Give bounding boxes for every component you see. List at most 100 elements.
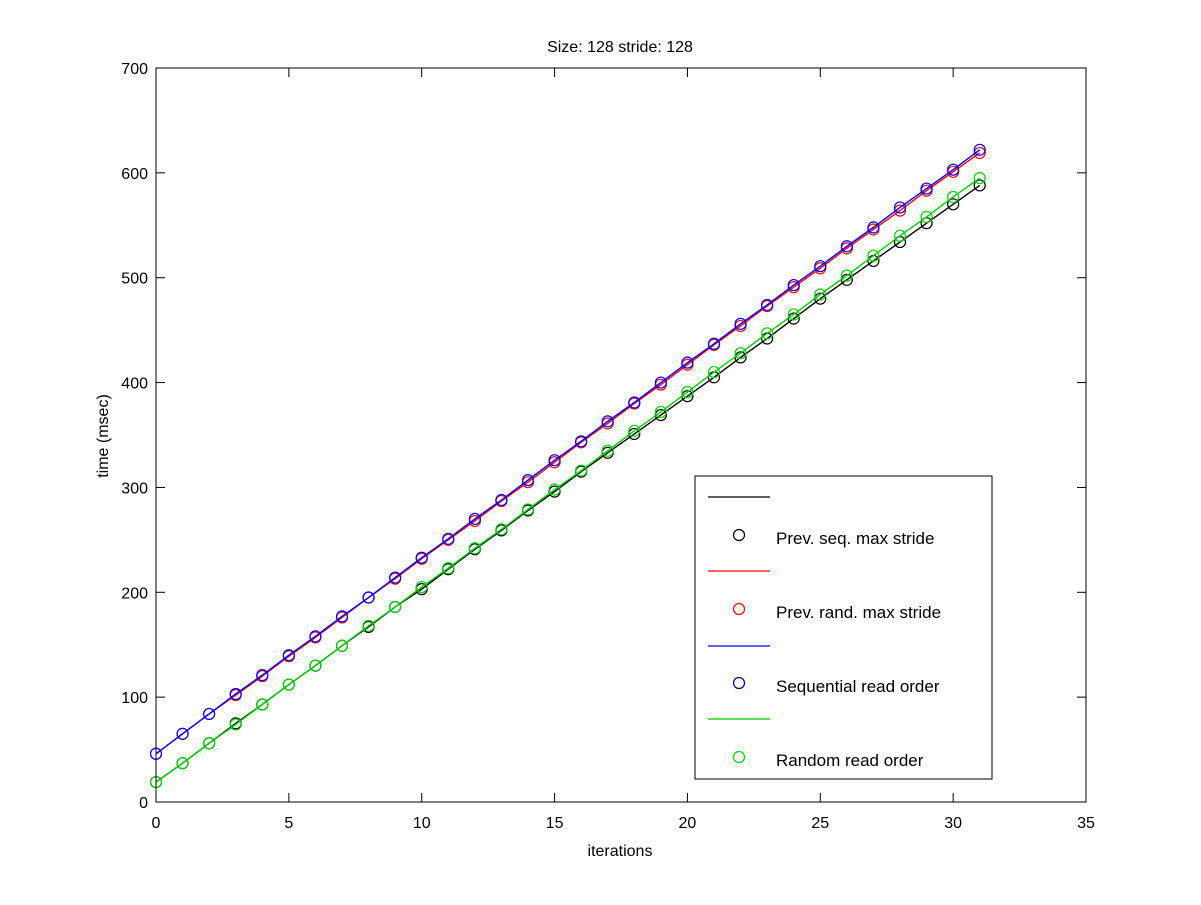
data-point [840,269,853,282]
x-tick-label: 15 [546,815,564,832]
data-point [893,204,907,217]
legend-label: Random read order [776,751,924,770]
data-point [707,365,721,379]
y-axis-label: time (msec) [95,394,112,478]
data-point [787,308,800,321]
data-point [415,551,428,564]
data-point [707,337,721,350]
data-point [176,727,189,740]
y-tick-label: 200 [121,585,148,602]
data-point [415,580,428,594]
data-point [628,396,641,409]
data-point [734,347,747,360]
legend-marker-swatch [732,528,746,542]
series-3 [149,172,986,789]
data-point [893,201,907,214]
data-point [442,562,455,575]
data-point [362,591,375,604]
data-point [920,182,933,195]
legend-marker-swatch [732,750,746,764]
data-point [309,630,322,643]
data-point [947,190,960,204]
data-point [867,249,880,262]
data-point [601,415,614,428]
data-point [176,757,189,770]
data-point [203,707,216,721]
data-point [335,639,349,652]
data-point [282,678,295,691]
y-tick-label: 500 [121,271,148,288]
legend-label: Prev. seq. max stride [776,529,934,548]
data-point [362,619,375,632]
data-point [335,610,349,623]
data-point [601,444,614,457]
data-point [867,221,880,234]
data-point [628,424,641,437]
data-point [840,240,853,253]
data-point [893,229,907,242]
data-point [973,146,986,160]
data-point [761,298,774,312]
data-point [442,532,455,545]
data-point [575,464,588,477]
x-tick-label: 35 [1077,815,1095,832]
data-point [947,163,960,176]
data-point [521,503,535,516]
data-point [389,600,402,614]
data-point [814,288,827,301]
axes-box [155,67,1087,803]
x-tick-label: 20 [679,815,697,832]
data-point [681,356,694,369]
data-point [973,143,986,156]
x-tick-label: 30 [944,815,962,832]
x-axis-label: iterations [588,843,653,860]
data-point [973,179,986,192]
data-point [787,278,800,292]
legend-box [694,475,993,780]
legend-marker-swatch [732,676,746,690]
data-point [548,454,561,467]
data-point [681,385,694,399]
x-tick-label: 0 [152,815,161,832]
y-tick-label: 600 [121,166,148,183]
data-point [468,512,481,525]
data-point [229,687,242,701]
y-tick-label: 400 [121,376,148,393]
data-point [521,473,535,487]
data-point [761,327,774,340]
data-point [814,260,827,273]
legend-label: Prev. rand. max stride [776,603,941,622]
data-point [654,376,667,389]
data-point [734,317,747,330]
data-point [229,718,242,731]
data-point [256,698,269,711]
x-tick-label: 25 [811,815,829,832]
data-point [920,210,933,223]
data-point [628,427,641,441]
y-tick-label: 0 [139,795,148,812]
data-point [389,571,402,584]
y-tick-label: 300 [121,480,148,497]
data-point [256,669,269,682]
data-point [468,542,481,555]
data-point [575,435,588,448]
x-tick-label: 5 [284,815,293,832]
x-tick-label: 10 [413,815,431,832]
data-point [654,405,667,419]
y-tick-label: 100 [121,690,148,707]
legend-label: Sequential read order [776,677,940,696]
data-point [495,493,508,507]
data-point [947,198,960,211]
chart-title: Size: 128 stride: 128 [547,39,693,56]
data-point [495,523,508,536]
data-point [203,737,216,750]
series-2 [149,143,986,760]
data-point [282,649,295,662]
legend: Prev. seq. max stride Prev. rand. max str… [694,475,993,780]
data-point [548,483,561,496]
legend-marker-swatch [732,602,746,616]
y-tick-label: 700 [121,61,148,78]
data-point [309,659,322,672]
